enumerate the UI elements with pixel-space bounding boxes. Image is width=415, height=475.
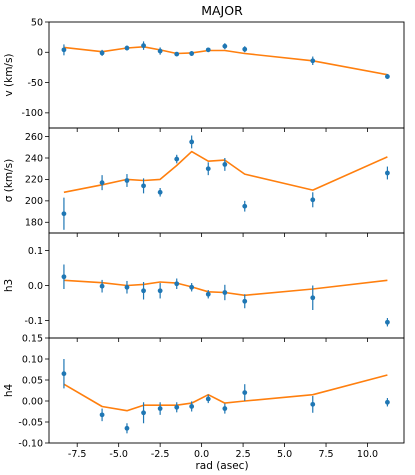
data-point xyxy=(174,156,180,162)
data-point xyxy=(141,288,146,294)
x-tick-label: 7.5 xyxy=(318,449,333,460)
data-point xyxy=(189,284,195,290)
panel-frame xyxy=(48,21,405,129)
data-point xyxy=(385,319,390,325)
data-point xyxy=(205,47,211,53)
y-tick-label: 0.1 xyxy=(28,246,43,257)
figure-title: MAJOR xyxy=(201,3,243,18)
model-line xyxy=(63,150,388,194)
y-tick-label: 180 xyxy=(25,218,43,229)
y-tick-label: 0.0 xyxy=(28,281,43,292)
data-point xyxy=(242,203,248,209)
data-point xyxy=(124,425,130,431)
y-tick-label: 0.05 xyxy=(22,375,43,386)
panel-frame xyxy=(48,337,405,444)
y-axis-label: v (km/s) xyxy=(3,53,15,96)
data-point xyxy=(157,288,163,294)
y-tick-label: 200 xyxy=(25,196,43,207)
y-tick-label: -100 xyxy=(21,108,43,119)
x-tick-label: 5.0 xyxy=(277,449,292,460)
data-point xyxy=(99,283,105,289)
panel-sigma: 260 240 220 200 180 σ (km/s) xyxy=(3,127,405,237)
data-point xyxy=(61,47,67,53)
y-tick-label: 260 xyxy=(25,132,43,143)
y-tick-label: -0.10 xyxy=(18,438,43,449)
panel-v: 50 0 -50 -100 v (km/s) xyxy=(3,17,405,132)
x-tick-label: -2.5 xyxy=(151,449,170,460)
data-point xyxy=(385,399,390,405)
panel-h3: 0.1 0.0 -0.1 h3 xyxy=(3,232,405,342)
data-point xyxy=(222,162,228,167)
data-point xyxy=(205,291,211,297)
data-point xyxy=(99,50,105,56)
x-tick-label: 0.0 xyxy=(194,449,209,460)
y-tick-label: 0.15 xyxy=(22,333,43,344)
data-point xyxy=(222,290,228,295)
data-point xyxy=(222,43,228,49)
data-point xyxy=(174,51,180,57)
data-point xyxy=(242,390,248,395)
data-point xyxy=(157,48,163,54)
x-tick-label: -5.0 xyxy=(109,449,128,460)
data-point xyxy=(174,404,180,410)
data-point xyxy=(242,46,248,52)
y-tick-label: -0.1 xyxy=(24,316,43,327)
model-line xyxy=(63,45,388,76)
model-line xyxy=(63,374,388,412)
data-point xyxy=(310,401,316,407)
data-point xyxy=(99,180,105,186)
data-point xyxy=(99,412,105,418)
y-tick-label: 50 xyxy=(31,17,43,28)
y-tick-label: 0.10 xyxy=(22,354,43,365)
y-tick-label: 220 xyxy=(25,175,43,186)
data-point xyxy=(124,284,130,290)
y-tick-label: 240 xyxy=(25,153,43,164)
data-point xyxy=(141,410,146,416)
data-point xyxy=(310,58,316,64)
y-tick-label: 0 xyxy=(37,48,43,59)
y-tick-label: -0.05 xyxy=(18,417,43,428)
data-point xyxy=(157,189,163,195)
data-point xyxy=(124,178,130,183)
data-point xyxy=(141,183,146,189)
y-axis-label: σ (km/s) xyxy=(3,159,15,203)
x-tick-label: -7.5 xyxy=(68,449,87,460)
data-point xyxy=(189,404,195,409)
y-axis-label: h3 xyxy=(3,279,15,292)
y-tick-label: -50 xyxy=(27,78,43,89)
y-tick-label: 0.00 xyxy=(22,396,43,407)
data-point xyxy=(61,371,67,377)
data-point xyxy=(205,396,211,402)
data-point xyxy=(174,281,180,287)
data-point xyxy=(189,139,195,145)
data-point xyxy=(141,43,146,49)
data-point xyxy=(385,170,390,176)
data-point xyxy=(189,51,195,56)
data-point xyxy=(61,274,67,280)
data-point xyxy=(205,166,211,172)
x-axis-label: rad (asec) xyxy=(195,460,248,472)
x-tick-label: 2.5 xyxy=(236,449,251,460)
model-line xyxy=(63,279,388,297)
panel-h4: 0.15 0.10 0.05 0.00 -0.05 -0.10 -7.5 -5.0 -2.5 0.… xyxy=(3,333,405,460)
data-point xyxy=(124,45,130,51)
data-point xyxy=(222,406,228,411)
data-point xyxy=(310,197,316,203)
y-axis-label: h4 xyxy=(3,384,15,398)
x-tick-label: 10.0 xyxy=(357,449,378,460)
panels-group: 50 0 -50 -100 v (km/s) 260 240 220 200 180 σ (km/s… xyxy=(3,17,405,460)
data-point xyxy=(385,74,390,79)
data-point xyxy=(242,298,248,304)
data-point xyxy=(61,211,67,217)
data-point xyxy=(310,295,316,301)
data-point xyxy=(157,406,163,411)
